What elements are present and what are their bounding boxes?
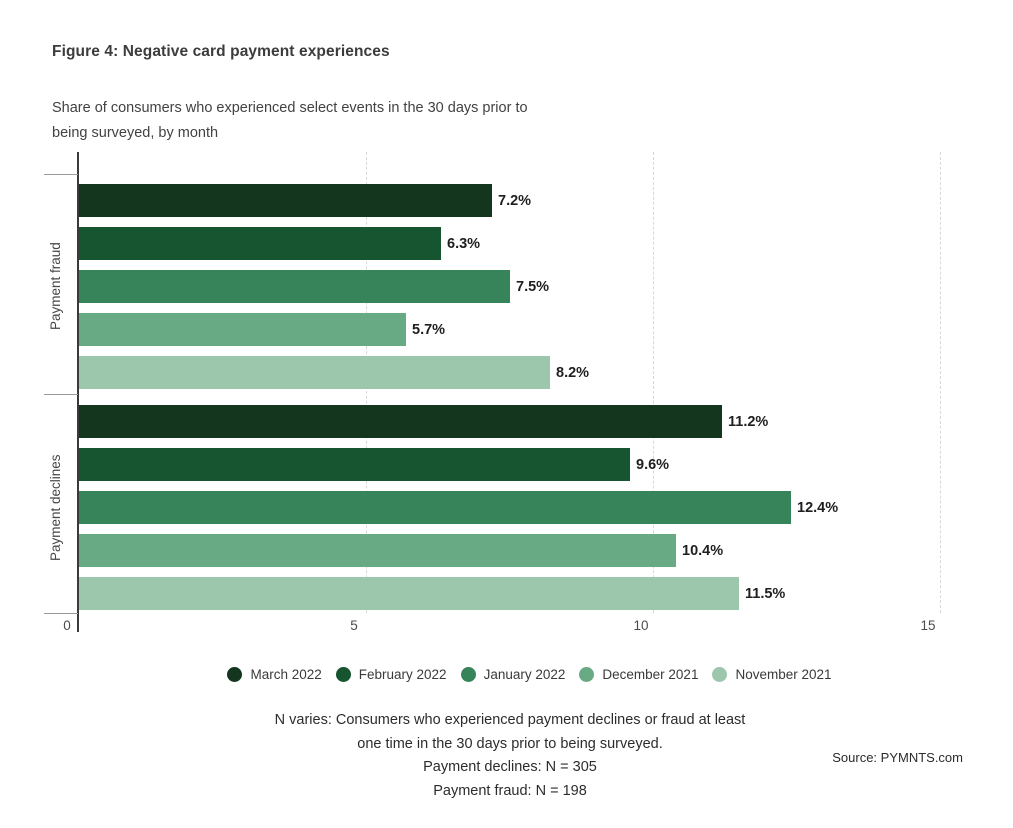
x-axis-tick-label: 10 <box>633 618 649 633</box>
y-axis-tick <box>44 613 78 614</box>
bar-value-label: 7.2% <box>498 192 532 209</box>
legend-item: February 2022 <box>335 666 447 682</box>
footnotes: N varies: Consumers who experienced paym… <box>52 709 968 803</box>
legend-swatch <box>335 666 351 682</box>
bar <box>79 356 550 389</box>
bar-value-label: 6.3% <box>447 235 481 252</box>
legend-item: January 2022 <box>460 666 566 682</box>
bar <box>79 270 510 303</box>
bar-value-label: 11.5% <box>745 585 786 602</box>
y-axis-line <box>77 152 79 632</box>
legend-swatch <box>460 666 476 682</box>
legend-label: November 2021 <box>735 666 832 682</box>
bar-value-label: 11.2% <box>728 413 769 430</box>
bar-value-label: 10.4% <box>682 542 724 559</box>
legend-item: November 2021 <box>712 666 832 682</box>
footnote-line-1: N varies: Consumers who experienced paym… <box>274 712 746 728</box>
x-axis-tick-label: 5 <box>350 618 358 633</box>
legend-label: March 2022 <box>250 666 322 682</box>
footnote-line-4: Payment fraud: N = 198 <box>433 782 587 799</box>
x-axis-tick-label: 0 <box>63 618 71 633</box>
bar <box>79 227 441 260</box>
legend: March 2022 February 2022 January 2022 Decem… <box>79 664 980 684</box>
figure-subtitle-line-2: being surveyed, by month <box>52 125 219 141</box>
bar <box>79 448 630 481</box>
bar <box>79 491 791 524</box>
figure-subtitle-line-1: Share of consumers who experienced selec… <box>52 100 528 116</box>
legend-swatch <box>712 666 728 682</box>
bar-value-label: 8.2% <box>556 364 590 381</box>
gridline <box>653 152 654 613</box>
legend-item: March 2022 <box>227 666 322 682</box>
bar <box>79 577 739 610</box>
bar-value-label: 5.7% <box>412 321 446 338</box>
legend-item: December 2021 <box>579 666 699 682</box>
x-axis-tick-label: 15 <box>920 618 936 633</box>
figure-subtitle: Share of consumers who experienced selec… <box>52 96 528 146</box>
gridline <box>940 152 941 613</box>
bar <box>79 184 492 217</box>
bar-value-label: 12.4% <box>797 499 839 516</box>
y-axis-category-label: Payment fraud <box>48 242 63 331</box>
source-credit: Source: PYMNTS.com <box>832 750 963 765</box>
legend-label: February 2022 <box>358 666 447 682</box>
bar <box>79 405 722 438</box>
footnote-line-2: one time in the 30 days prior to being s… <box>357 735 663 752</box>
legend-swatch <box>227 666 243 682</box>
footnote-line-3: Payment declines: N = 305 <box>423 759 597 775</box>
legend-label: January 2022 <box>483 666 566 682</box>
figure-title: Figure 4: Negative card payment experien… <box>52 43 390 60</box>
y-axis-tick <box>44 174 78 175</box>
bar-value-label: 7.5% <box>516 278 550 295</box>
y-axis-tick <box>44 394 78 395</box>
legend-swatch <box>579 666 595 682</box>
legend-label: December 2021 <box>602 666 699 682</box>
bar <box>79 313 406 346</box>
bar <box>79 534 676 567</box>
bar-value-label: 9.6% <box>636 456 670 473</box>
plot-area: 0 5 10 15 7.2% 6.3% 7.5% 5.7% 8.2% Payment fraud 1… <box>44 152 980 633</box>
y-axis-category-label: Payment declines <box>48 454 63 561</box>
